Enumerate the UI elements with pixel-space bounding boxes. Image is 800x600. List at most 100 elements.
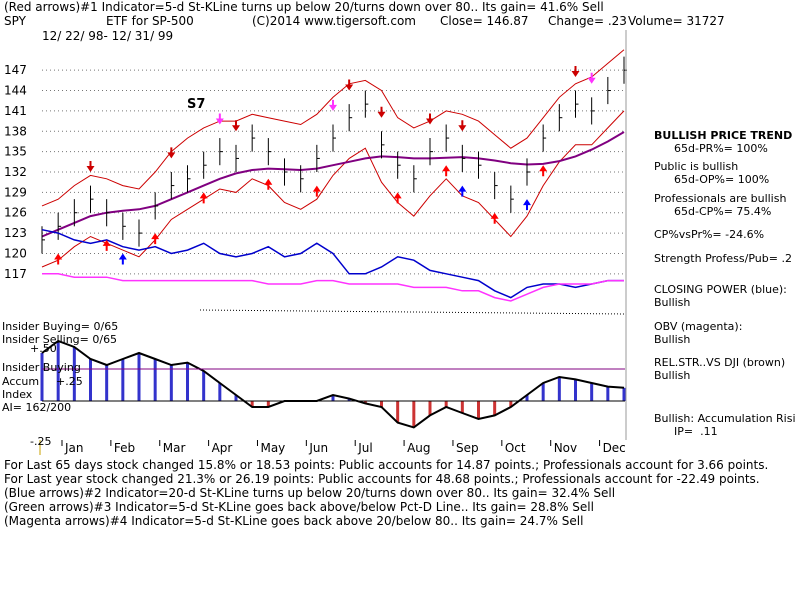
price-bars-layer bbox=[41, 56, 627, 254]
red-buy-arrow-6 bbox=[393, 192, 402, 204]
ytick-label-138: 138 bbox=[4, 124, 27, 138]
blue-arrow-2 bbox=[523, 199, 531, 211]
red-sell-arrow-2 bbox=[232, 120, 240, 132]
ytick-label-147: 147 bbox=[4, 63, 27, 77]
xtick-label-Sep: Sep bbox=[456, 441, 479, 455]
close-value: Close= 146.87 bbox=[440, 14, 529, 28]
insider-selling-count: Insider Selling= 0/65 bbox=[2, 333, 118, 346]
red-sell-arrow-7 bbox=[571, 65, 580, 77]
index-label: Index bbox=[2, 388, 33, 401]
xtick-label-Mar: Mar bbox=[163, 441, 186, 455]
header-line1: (Red arrows)#1 Indicator=5-d St-KLine tu… bbox=[4, 0, 604, 14]
red-sell-arrow-3 bbox=[345, 79, 354, 91]
accum-label: Accum bbox=[2, 375, 40, 388]
accum-index-line bbox=[41, 339, 625, 429]
red-sell-arrow-6 bbox=[458, 120, 467, 132]
relstr-title: REL.STR..VS DJI (brown) bbox=[654, 356, 786, 369]
red-buy-arrow-7 bbox=[442, 165, 451, 177]
accum-title: Bullish: Accumulation Risi bbox=[654, 412, 796, 425]
ytick-label-126: 126 bbox=[4, 206, 27, 220]
red-sell-arrow-5 bbox=[426, 113, 434, 125]
xtick-label-Jul: Jul bbox=[357, 441, 372, 455]
bands-layer bbox=[41, 49, 625, 268]
red-buy-arrow-1 bbox=[102, 239, 111, 251]
insider-buying-label: Insider Buying bbox=[2, 361, 81, 374]
ytick-label-120: 120 bbox=[4, 246, 27, 260]
price-axis-ticks: 117 120 123 126 129 132 135 138 141 144 147 bbox=[4, 63, 27, 281]
accum-tick-plus25: +.25 bbox=[56, 375, 83, 388]
footer-line2: For Last year stock changed 21.3% or 26.… bbox=[4, 472, 760, 486]
copyright: (C)2014 www.tigersoft.com bbox=[252, 14, 416, 28]
footer-line3: (Blue arrows)#2 Indicator=20-d St-KLine … bbox=[4, 486, 616, 500]
blue-arrow-0 bbox=[118, 253, 127, 265]
xtick-label-Aug: Aug bbox=[407, 441, 430, 455]
accum-tick-minus25: -.25 bbox=[30, 435, 52, 448]
red-buy-arrow-4 bbox=[264, 178, 273, 190]
xtick-label-Jan: Jan bbox=[64, 441, 84, 455]
magenta-arrow-2 bbox=[587, 72, 596, 84]
strength-value: Strength Profess/Pub= .2 bbox=[654, 252, 792, 265]
magenta-arrow-1 bbox=[329, 99, 337, 111]
footer-line4: (Green arrows)#3 Indicator=5-d St-KLine … bbox=[4, 500, 594, 514]
obv-line bbox=[42, 273, 624, 302]
public-value: 65d-OP%= 100% bbox=[674, 173, 770, 186]
red-sell-arrow-4 bbox=[377, 106, 386, 118]
closing-power-layer bbox=[41, 228, 624, 299]
xtick-label-Oct: Oct bbox=[505, 441, 526, 455]
accum-tick-plus50: +.50 bbox=[30, 342, 57, 355]
ytick-label-123: 123 bbox=[4, 226, 27, 240]
closing-power-title: CLOSING POWER (blue): bbox=[654, 283, 787, 296]
red-buy-arrow-9 bbox=[539, 165, 548, 177]
lower-band-line bbox=[41, 110, 625, 268]
footer-line5: (Magenta arrows)#4 Indicator=5-d St-KLin… bbox=[4, 514, 584, 528]
ytick-label-129: 129 bbox=[4, 185, 27, 199]
insider-buying-count: Insider Buying= 0/65 bbox=[2, 320, 119, 333]
ytick-label-144: 144 bbox=[4, 84, 27, 98]
ytick-label-141: 141 bbox=[4, 104, 27, 118]
xtick-label-Jun: Jun bbox=[308, 441, 328, 455]
month-axis-ticks: Jan Feb Mar Apr May Jun Jul Aug Sep Oct Nov Dec bbox=[61, 440, 626, 455]
xtick-label-Apr: Apr bbox=[212, 441, 233, 455]
relstr-value: Bullish bbox=[654, 369, 691, 382]
trend-value: 65d-PR%= 100% bbox=[674, 142, 768, 155]
blue-arrow-1 bbox=[458, 185, 467, 197]
ytick-label-132: 132 bbox=[4, 165, 27, 179]
symbol: SPY bbox=[4, 14, 26, 28]
change-value: Change= .23 bbox=[548, 14, 627, 28]
red-buy-arrow-0 bbox=[54, 253, 63, 265]
ytick-label-135: 135 bbox=[4, 145, 27, 159]
red-sell-arrow-1 bbox=[167, 147, 176, 159]
red-buy-arrow-8 bbox=[490, 212, 499, 224]
etf-description: ETF for SP-500 bbox=[106, 14, 194, 28]
xtick-label-Nov: Nov bbox=[554, 441, 577, 455]
red-buy-arrow-3 bbox=[199, 192, 208, 204]
obv-layer bbox=[42, 273, 624, 302]
red-sell-arrow-0 bbox=[86, 161, 95, 172]
signal-arrows-layer bbox=[54, 65, 596, 265]
price-gridlines bbox=[42, 69, 626, 275]
public-title: Public is bullish bbox=[654, 160, 739, 173]
trend-title: BULLISH PRICE TREND bbox=[654, 129, 793, 142]
pros-value: 65d-CP%= 75.4% bbox=[674, 205, 772, 218]
pros-title: Professionals are bullish bbox=[654, 192, 787, 205]
date-range: 12/ 22/ 98- 12/ 31/ 99 bbox=[42, 29, 174, 43]
obv-value: Bullish bbox=[654, 333, 691, 346]
obv-title: OBV (magenta): bbox=[654, 320, 743, 333]
red-buy-arrow-5 bbox=[312, 185, 321, 197]
cp-vs-pr: CP%vsPr%= -24.6% bbox=[654, 228, 765, 241]
xtick-label-May: May bbox=[260, 441, 285, 455]
footer-line1: For Last 65 days stock changed 15.8% or … bbox=[4, 458, 769, 472]
red-buy-arrow-2 bbox=[151, 233, 160, 245]
ai-value: AI= 162/200 bbox=[2, 401, 72, 414]
ip-value: IP= .11 bbox=[674, 425, 718, 438]
xtick-label-Feb: Feb bbox=[114, 441, 135, 455]
accumulation-layer bbox=[40, 339, 626, 429]
xtick-label-Dec: Dec bbox=[603, 441, 626, 455]
volume-value: Volume= 31727 bbox=[628, 14, 725, 28]
ytick-label-117: 117 bbox=[4, 267, 27, 281]
fib-dotted-line bbox=[199, 309, 626, 315]
magenta-arrow-0 bbox=[215, 113, 224, 125]
closing-power-line bbox=[41, 228, 624, 299]
upper-band-line bbox=[41, 49, 625, 207]
